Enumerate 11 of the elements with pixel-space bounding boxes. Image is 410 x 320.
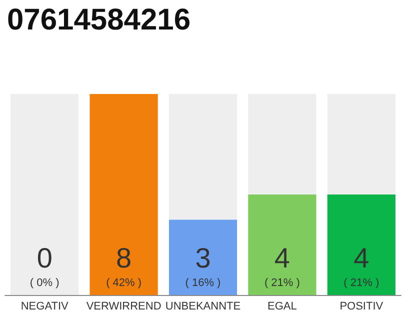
x-tick-label: NEGATIV [20, 300, 69, 312]
data-label: 3 ( 16% ) [185, 242, 221, 289]
x-tick-label: VERWIRREND [86, 300, 162, 312]
chart-title: 07614584216 [7, 4, 191, 36]
data-label: 4 ( 21% ) [344, 242, 380, 289]
x-tick-label: UNBEKANNTE [165, 300, 241, 312]
x-tick-label: EGAL [268, 300, 297, 312]
data-label: 8 ( 42% ) [106, 242, 142, 289]
x-tick-label: POSITIV [340, 300, 384, 312]
data-label: 0 ( 0% ) [30, 242, 60, 289]
data-label: 4 ( 21% ) [264, 242, 300, 289]
